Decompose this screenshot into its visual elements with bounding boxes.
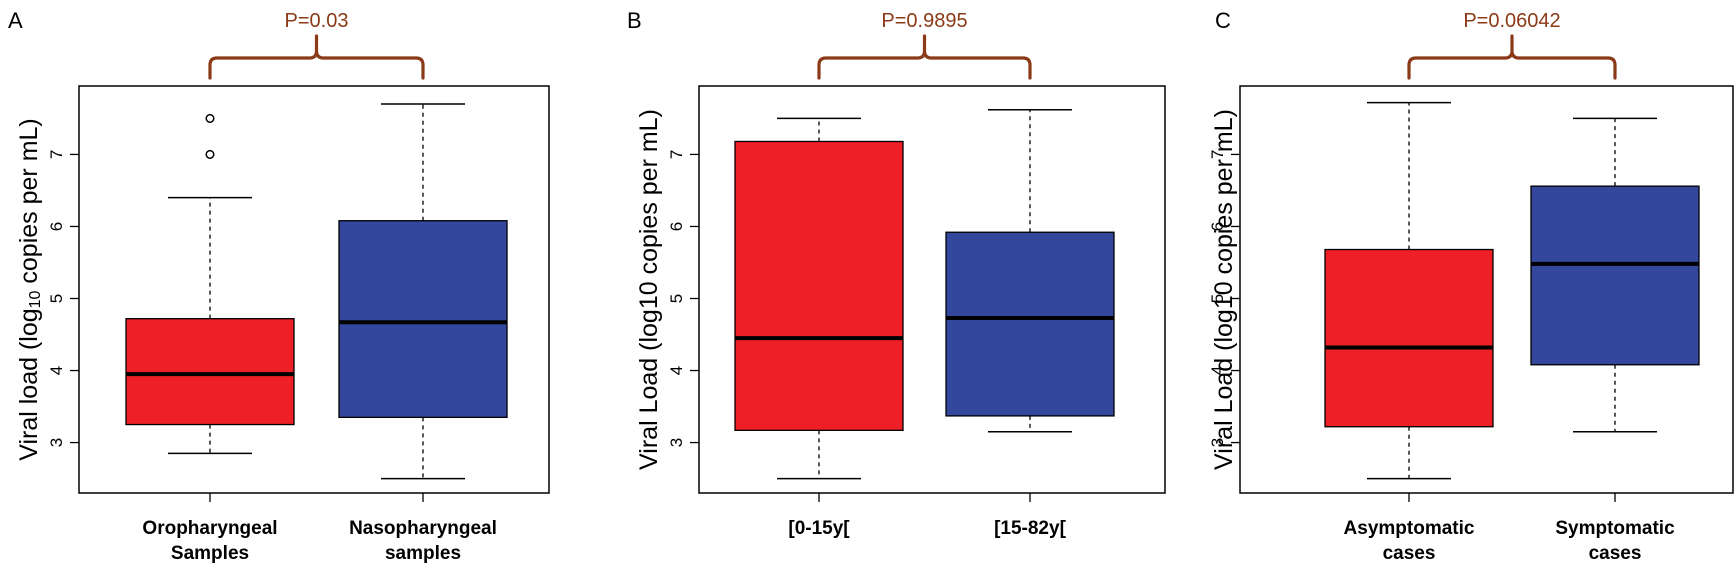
- panel-letter: A: [8, 8, 23, 33]
- iqr-box: [1324, 248, 1494, 428]
- y-axis-label-part: Viral Load (log10 copies per mL): [635, 109, 663, 470]
- category-label: Symptomatic: [1555, 518, 1675, 539]
- p-value-label: P=0.03: [285, 10, 349, 32]
- significance-bracket: [1407, 34, 1617, 80]
- box-group-2: Symptomatic cases: [1530, 117, 1700, 564]
- y-tick-label: 3: [667, 438, 686, 447]
- significance-bracket: [817, 34, 1032, 80]
- y-axis-label-part: copies per mL): [15, 118, 43, 290]
- iqr-box: [338, 220, 508, 419]
- y-axis-label: Viral Load (log10 copies per mL): [1210, 109, 1238, 470]
- y-tick-label: 7: [1208, 150, 1227, 159]
- category-label: [15-82y[: [994, 518, 1066, 539]
- panel-letter: B: [627, 8, 642, 33]
- p-value-label: P=0.9895: [881, 10, 967, 32]
- y-tick-label: 4: [47, 366, 66, 375]
- box-group-2: [15-82y[: [945, 109, 1115, 539]
- plot-frame: [78, 85, 550, 494]
- plot-frame: [1239, 85, 1734, 494]
- category-label: Oropharyngeal: [142, 518, 277, 539]
- iqr-box: [1530, 185, 1700, 366]
- y-tick-label: 4: [667, 366, 686, 375]
- panel-b: B 3 4 5 6 7 Viral Load (log10 copies per mL) [0…: [627, 8, 1166, 539]
- y-tick-label: 7: [667, 150, 686, 159]
- outlier-point: [205, 149, 215, 159]
- box-group-1: Oropharyngeal Samples: [125, 113, 295, 564]
- category-label: Nasopharyngeal: [349, 518, 497, 539]
- y-tick-label: 7: [47, 150, 66, 159]
- y-axis-label-part: Viral Load (log10 copies per mL): [1210, 109, 1238, 470]
- y-axis-label: Viral Load (log10 copies per mL): [635, 109, 663, 470]
- iqr-box: [734, 140, 904, 431]
- plot-frame: [698, 85, 1166, 494]
- significance-bracket: [208, 34, 425, 80]
- y-tick-label: 5: [1208, 294, 1227, 303]
- box-group-2: Nasopharyngeal samples: [338, 103, 508, 564]
- outlier-point: [205, 113, 215, 123]
- box-group-1: Asymptomatic cases: [1324, 101, 1494, 564]
- y-tick-label: 6: [47, 222, 66, 231]
- category-label: cases: [1589, 543, 1642, 564]
- y-tick-label: 4: [1208, 366, 1227, 375]
- category-label: Asymptomatic: [1344, 518, 1475, 539]
- y-tick-label: 5: [47, 294, 66, 303]
- y-axis-label-subscript: 10: [27, 290, 44, 308]
- y-tick-label: 3: [1208, 438, 1227, 447]
- panel-letter: C: [1215, 8, 1231, 33]
- iqr-box: [125, 318, 295, 426]
- category-label: [0-15y[: [788, 518, 850, 539]
- iqr-box: [945, 231, 1115, 417]
- box-group-1: [0-15y[: [734, 117, 904, 539]
- y-tick-label: 6: [667, 222, 686, 231]
- category-label: cases: [1383, 543, 1436, 564]
- category-label: Samples: [171, 543, 249, 564]
- y-tick-label: 3: [47, 438, 66, 447]
- p-value-label: P=0.06042: [1463, 10, 1560, 32]
- y-tick-label: 6: [1208, 222, 1227, 231]
- category-label: samples: [385, 543, 461, 564]
- y-axis-label: Viral load (log10 copies per mL): [15, 118, 45, 461]
- y-tick-label: 5: [667, 294, 686, 303]
- y-axis-label-part: Viral load (log: [15, 308, 43, 460]
